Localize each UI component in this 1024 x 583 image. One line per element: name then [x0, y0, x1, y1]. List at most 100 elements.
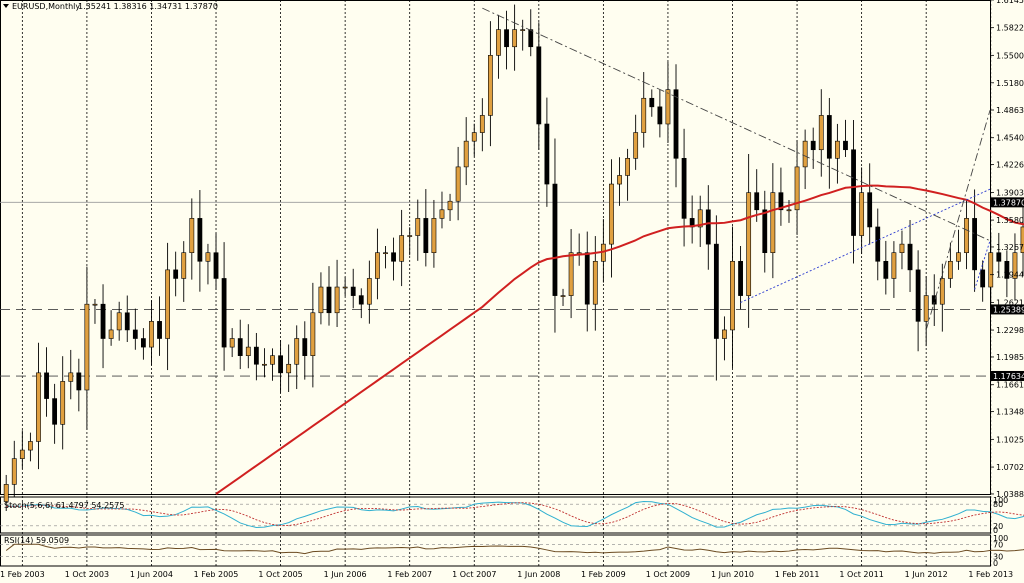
candle-body	[149, 321, 154, 348]
candle-body	[980, 269, 986, 288]
candle-body	[479, 115, 485, 133]
candle-body	[802, 140, 808, 168]
candle-body	[350, 286, 356, 296]
candle-body	[1012, 252, 1018, 279]
candle-body	[649, 97, 655, 108]
trendline[interactable]	[482, 7, 991, 242]
candle-body	[28, 441, 33, 451]
candle-body	[1004, 260, 1010, 279]
stoch-level-label: 20	[993, 522, 1003, 531]
price-tick-label: 1.35800	[996, 216, 1024, 225]
price-tag-box	[991, 370, 1024, 381]
candle-body	[463, 140, 469, 168]
stoch-scale-label: 100	[993, 496, 1008, 505]
trendlines	[482, 7, 991, 331]
candle-body	[68, 372, 74, 382]
trendline[interactable]	[925, 110, 991, 331]
candle-body	[617, 175, 622, 185]
candle-body	[3, 484, 9, 502]
rsi-scale-label: 100	[993, 534, 1008, 543]
candle-body	[36, 372, 41, 442]
candle-body	[851, 149, 856, 236]
price-tick-label: 1.22985	[996, 326, 1024, 335]
candle-body	[907, 243, 913, 271]
time-tick-label: 1 Jun 2004	[130, 570, 173, 579]
price-tick-label: 1.32670	[996, 243, 1024, 252]
candle-body	[431, 218, 437, 254]
candle-body	[972, 218, 977, 271]
dropdown-arrow-icon[interactable]	[3, 4, 9, 8]
stoch-panel-frame	[0, 496, 991, 534]
candle-body	[504, 29, 509, 48]
candle-body	[722, 329, 727, 339]
price-tag-label: 1.37870	[993, 198, 1024, 207]
candle-body	[205, 252, 211, 262]
candle-body	[891, 252, 897, 279]
candle-body	[512, 29, 518, 48]
ma-line	[215, 184, 1024, 495]
candle-body	[286, 363, 292, 374]
candle-body	[302, 338, 308, 356]
price-tag-box	[991, 304, 1024, 315]
candle-body	[496, 29, 501, 56]
price-tick-label: 1.48630	[996, 106, 1024, 115]
time-tick-label: 1 Feb 2013	[968, 570, 1013, 579]
price-tag-box	[991, 197, 1024, 208]
candle-body	[326, 286, 332, 314]
price-tag-label: 1.17634	[993, 372, 1024, 381]
candle-body	[19, 449, 25, 459]
candle-body	[471, 132, 477, 142]
trendline[interactable]	[974, 240, 991, 290]
candle-body	[189, 218, 195, 254]
price-tick-label: 1.26210	[996, 298, 1024, 307]
candle-body	[391, 252, 396, 262]
candle-body	[415, 218, 421, 236]
candle-body	[1020, 226, 1024, 254]
candle-body	[157, 321, 162, 339]
candle-body	[455, 166, 461, 202]
candle-body	[568, 252, 574, 296]
price-tick-label: 1.29440	[996, 271, 1024, 280]
candle-body	[173, 269, 179, 279]
rsi-level-label: 30	[993, 553, 1003, 562]
candle-body	[221, 278, 227, 348]
candle-body	[270, 355, 275, 365]
candle-body	[407, 235, 413, 237]
candle-body	[964, 218, 969, 254]
chart-header: EURUSD,Monthly 1.35241 1.38316 1.34731 1…	[3, 2, 218, 11]
candle-body	[237, 338, 243, 356]
candle-body	[786, 209, 792, 212]
candle-body	[826, 115, 832, 159]
rsi-panel-frame	[0, 534, 991, 567]
candle-body	[294, 338, 300, 365]
candle-body	[746, 192, 752, 296]
candle-body	[165, 269, 170, 339]
candle-body	[923, 295, 929, 322]
candle-body	[60, 381, 66, 425]
candle-body	[738, 260, 743, 296]
time-tick-label: 1 Jun 2006	[324, 570, 367, 579]
rsi-line	[5, 543, 1024, 555]
price-tick-label: 1.16615	[996, 381, 1024, 390]
trendline[interactable]	[740, 188, 991, 303]
candle-body	[124, 312, 130, 331]
stoch-scale-label: 0	[993, 526, 998, 535]
time-tick-label: 1 Oct 2005	[258, 570, 302, 579]
candle-body	[996, 252, 1002, 262]
price-tick-label: 1.45400	[996, 134, 1024, 143]
candle-body	[867, 192, 873, 228]
candle-body	[931, 295, 937, 305]
price-tick-label: 1.10250	[996, 435, 1024, 444]
price-tick-label: 1.51800	[996, 79, 1024, 88]
candle-body	[520, 29, 526, 31]
time-tick-label: 1 Jun 2008	[517, 570, 560, 579]
candle-body	[609, 183, 614, 245]
stoch-level-label: 80	[993, 500, 1003, 509]
candle-body	[754, 192, 760, 211]
candle-body	[810, 140, 816, 151]
candle-body	[229, 338, 235, 348]
stoch-signal-line	[6, 502, 1024, 527]
candle-body	[536, 46, 542, 125]
candle-body	[544, 123, 550, 185]
